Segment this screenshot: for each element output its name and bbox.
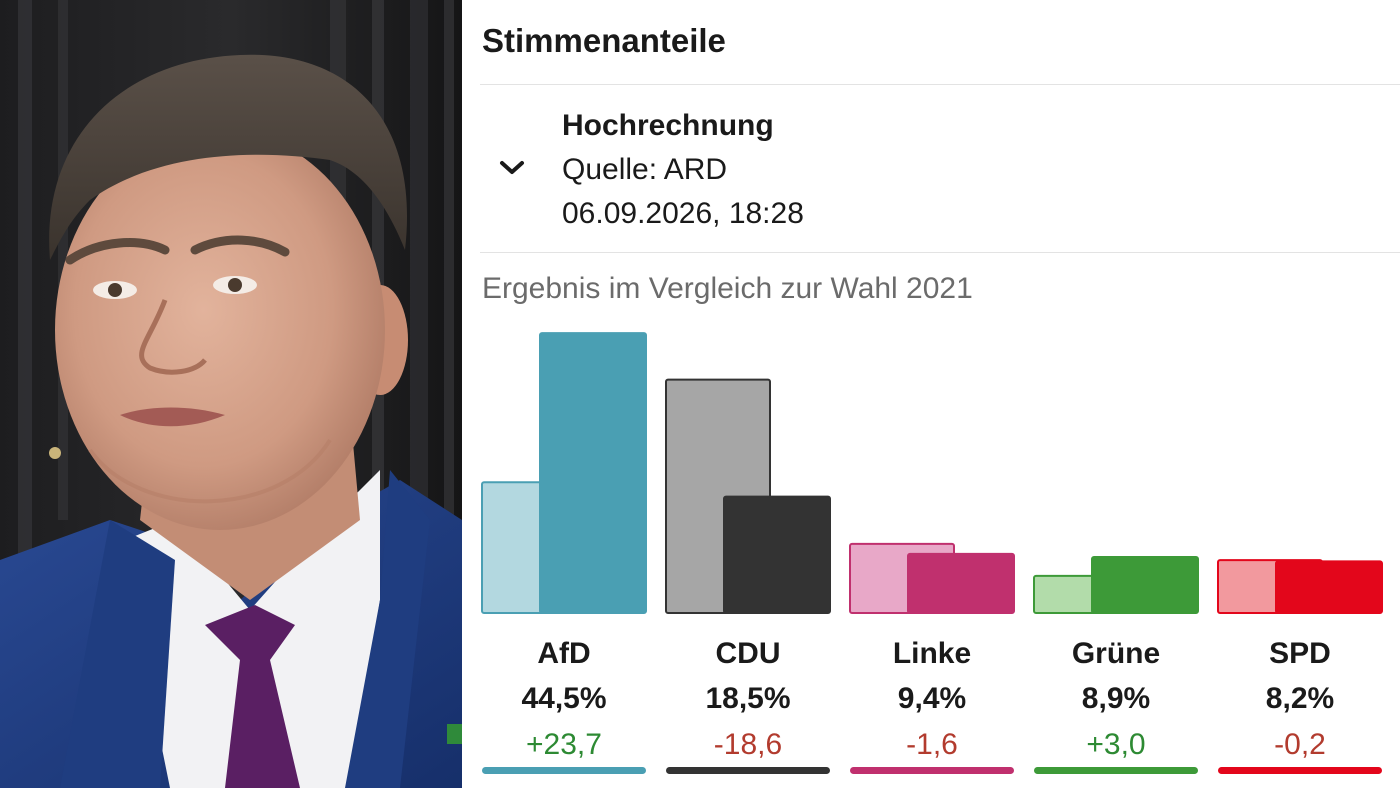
value-label: 8,2% bbox=[1266, 682, 1334, 715]
results-bar-chart: AfD 44,5% +23,7 CDU 18,5% -18,6 Linke 9,4% -1,6 G… bbox=[481, 332, 1383, 774]
party-label: CDU bbox=[716, 637, 781, 670]
projection-info: Hochrechnung Quelle: ARD 06.09.2026, 18:… bbox=[562, 104, 804, 236]
party-color-bar bbox=[482, 767, 646, 774]
bar-current-afd bbox=[539, 332, 647, 614]
bar-current-spd bbox=[1275, 560, 1383, 614]
diff-label: -0,2 bbox=[1274, 728, 1326, 761]
value-label: 18,5% bbox=[705, 682, 790, 715]
party-color-bar bbox=[1034, 767, 1198, 774]
projection-datetime: 06.09.2026, 18:28 bbox=[562, 197, 804, 230]
projection-source: Quelle: ARD bbox=[562, 153, 728, 186]
divider bbox=[480, 84, 1400, 85]
value-label: 8,9% bbox=[1082, 682, 1150, 715]
diff-label: -18,6 bbox=[714, 728, 782, 761]
party-color-bar bbox=[850, 767, 1014, 774]
value-label: 9,4% bbox=[898, 682, 966, 715]
diff-label: -1,6 bbox=[906, 728, 958, 761]
portrait-image bbox=[0, 0, 462, 788]
party-color-bar bbox=[1218, 767, 1382, 774]
politician-photo bbox=[0, 0, 462, 788]
diff-label: +3,0 bbox=[1086, 728, 1145, 761]
value-label: 44,5% bbox=[521, 682, 606, 715]
bar-current-cdu bbox=[723, 495, 831, 614]
projection-toggle-button[interactable] bbox=[492, 148, 532, 188]
projection-title: Hochrechnung bbox=[562, 109, 774, 142]
results-panel: Stimmenanteile Hochrechnung Quelle: ARD … bbox=[462, 0, 1400, 788]
party-label: SPD bbox=[1269, 637, 1331, 670]
bar-current-grüne bbox=[1091, 556, 1199, 614]
party-label: AfD bbox=[537, 637, 590, 670]
bar-current-linke bbox=[907, 552, 1015, 615]
party-label: Grüne bbox=[1072, 637, 1160, 670]
diff-label: +23,7 bbox=[526, 728, 602, 761]
chevron-down-icon bbox=[500, 161, 524, 174]
party-label: Linke bbox=[893, 637, 971, 670]
divider bbox=[480, 252, 1400, 253]
section-title: Stimmenanteile bbox=[482, 22, 726, 59]
party-color-bar bbox=[666, 767, 830, 774]
chart-subtitle: Ergebnis im Vergleich zur Wahl 2021 bbox=[482, 272, 973, 305]
